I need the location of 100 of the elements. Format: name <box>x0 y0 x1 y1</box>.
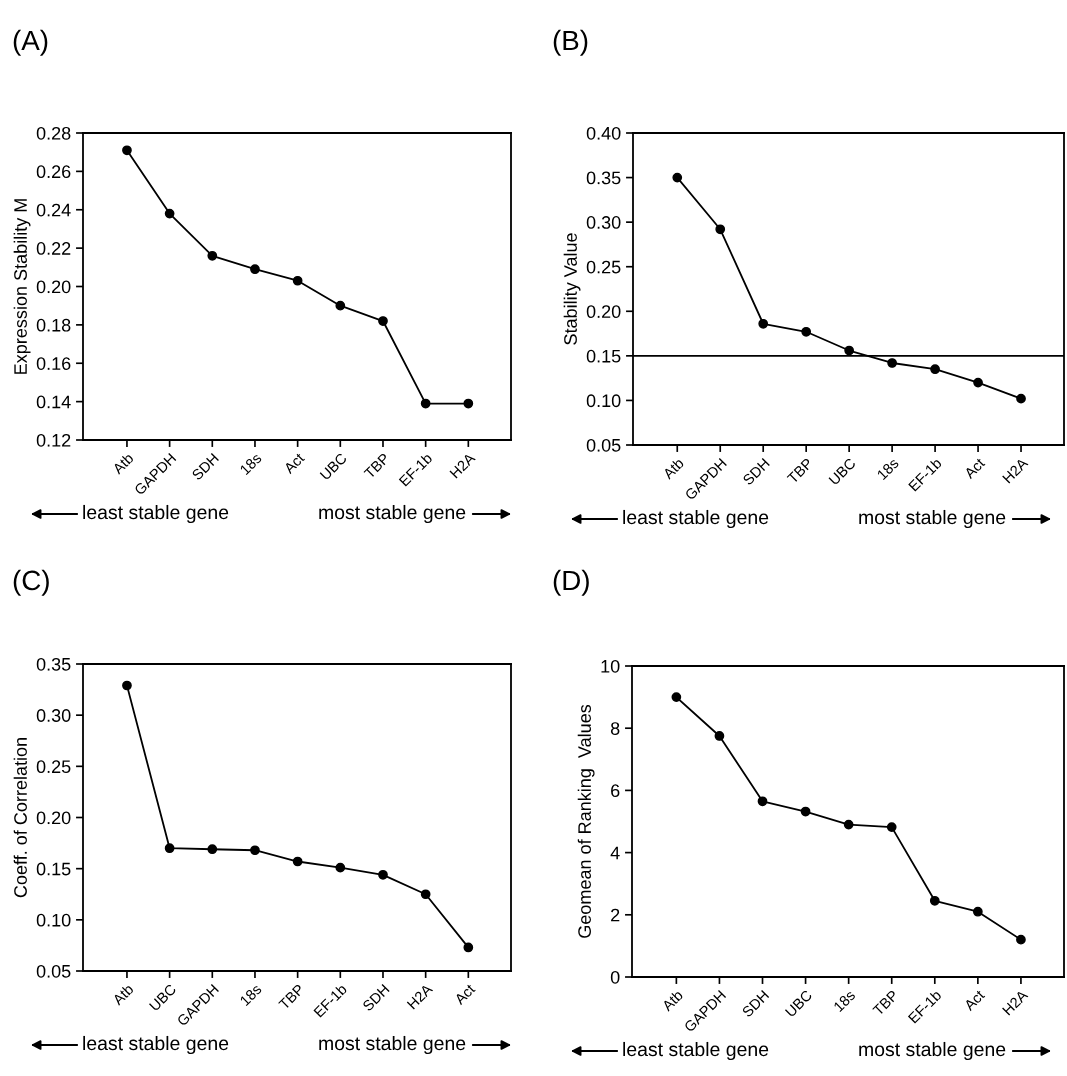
point <box>844 345 855 356</box>
point <box>1016 393 1026 404</box>
text: least stable gene <box>623 1041 769 1061</box>
y-tick-label: 0.40 <box>586 126 621 140</box>
y-tick-label: 0 <box>610 970 620 984</box>
x-tick-label: Act <box>963 457 986 480</box>
point <box>463 942 474 953</box>
y-tick-label: 0.20 <box>36 811 71 825</box>
text: most stable gene <box>319 504 466 524</box>
x-tick-label: Atb <box>661 457 685 480</box>
y-tick-label: 8 <box>610 722 620 735</box>
point <box>420 889 431 900</box>
y-axis-title: Geomean of Ranking Values <box>577 704 595 938</box>
y-tick-label: 0.28 <box>36 126 71 140</box>
y-tick-label: 0.20 <box>36 280 71 294</box>
text: (A) <box>13 29 48 56</box>
y-tick-label: 0.10 <box>586 394 621 408</box>
point <box>1016 934 1026 945</box>
x-tick-label: 18s <box>833 989 856 1013</box>
point <box>164 208 175 219</box>
y-tick-label: 0.16 <box>36 357 71 370</box>
x-tick-label: H2A <box>449 452 476 479</box>
point <box>292 275 303 286</box>
y-axis-title: Expression Stability M <box>13 199 31 374</box>
x-tick-label: Act <box>963 989 986 1012</box>
text: least stable gene <box>83 1035 229 1055</box>
point <box>757 796 768 807</box>
x-tick-label: 18s <box>239 983 263 1007</box>
point <box>886 822 897 832</box>
y-tick-label: 0.25 <box>586 260 621 274</box>
x-tick-label: TBP <box>872 989 899 1017</box>
y-tick-label: 0.05 <box>586 438 621 452</box>
y-axis-title: Coeff. of Correlation <box>13 738 27 898</box>
x-tick-label: Act <box>453 983 476 1006</box>
text: most stable gene <box>319 1035 466 1055</box>
y-tick-label: 6 <box>611 784 620 798</box>
text: least stable gene <box>83 504 229 524</box>
point <box>250 264 260 275</box>
point <box>250 845 260 856</box>
text: most stable gene <box>859 1041 1006 1061</box>
y-tick-label: 0.15 <box>36 862 71 876</box>
y-axis-title: Stability Value <box>563 233 581 345</box>
text: (B) <box>553 29 588 56</box>
y-tick-label: 0.35 <box>36 657 71 671</box>
point <box>122 145 132 156</box>
y-tick-label: 0.14 <box>36 395 71 409</box>
y-tick-label: 0.20 <box>586 305 621 319</box>
text: least stable gene <box>623 509 769 529</box>
y-tick-label: 0.10 <box>36 913 71 927</box>
point <box>887 358 897 368</box>
y-tick-label: 0.24 <box>36 203 71 217</box>
x-tick-label: 18s <box>876 457 900 481</box>
point <box>335 862 346 873</box>
point <box>972 906 983 917</box>
point <box>420 398 431 409</box>
y-tick-label: 0.30 <box>586 216 621 229</box>
point <box>973 377 983 388</box>
point <box>801 326 812 337</box>
y-tick-label: 0.22 <box>36 242 71 255</box>
point <box>671 692 682 702</box>
x-tick-label: Atb <box>660 989 684 1012</box>
y-tick-label: 0.30 <box>36 709 71 722</box>
y-tick-label: 0.12 <box>36 433 71 447</box>
x-tick-label: H2A <box>406 983 434 1010</box>
x-tick-label: Atb <box>111 452 135 475</box>
x-tick-label: H2A <box>1002 457 1029 484</box>
y-tick-label: 4 <box>610 846 620 860</box>
point <box>714 731 725 741</box>
point <box>207 250 218 261</box>
point <box>929 895 940 906</box>
x-tick-label: TBP <box>278 983 305 1011</box>
point <box>715 224 726 235</box>
point <box>164 843 175 854</box>
y-tick-label: 0.15 <box>586 349 621 363</box>
point <box>378 869 388 880</box>
text: (C) <box>13 569 49 596</box>
point <box>292 856 303 867</box>
x-tick-label: TBP <box>786 457 814 485</box>
x-tick-label: Act <box>283 452 306 475</box>
x-tick-label: 18s <box>239 452 263 476</box>
point <box>843 819 854 830</box>
point <box>672 172 683 183</box>
text: most stable gene <box>859 509 1006 529</box>
y-tick-label: 0.26 <box>36 165 71 179</box>
point <box>335 300 346 311</box>
point <box>207 844 218 855</box>
y-tick-label: 10 <box>601 659 620 673</box>
x-tick-label: Atb <box>111 983 135 1006</box>
y-tick-label: 0.25 <box>36 760 71 774</box>
point <box>378 316 388 326</box>
x-tick-label: H2A <box>1001 989 1029 1016</box>
point <box>463 398 474 409</box>
point <box>930 364 940 375</box>
point <box>122 680 132 691</box>
text: (D) <box>553 569 589 596</box>
point <box>800 806 811 817</box>
y-tick-label: 0.18 <box>36 318 71 332</box>
y-tick-label: 0.05 <box>36 964 71 978</box>
point <box>758 318 769 329</box>
y-tick-label: 0.35 <box>586 171 621 185</box>
